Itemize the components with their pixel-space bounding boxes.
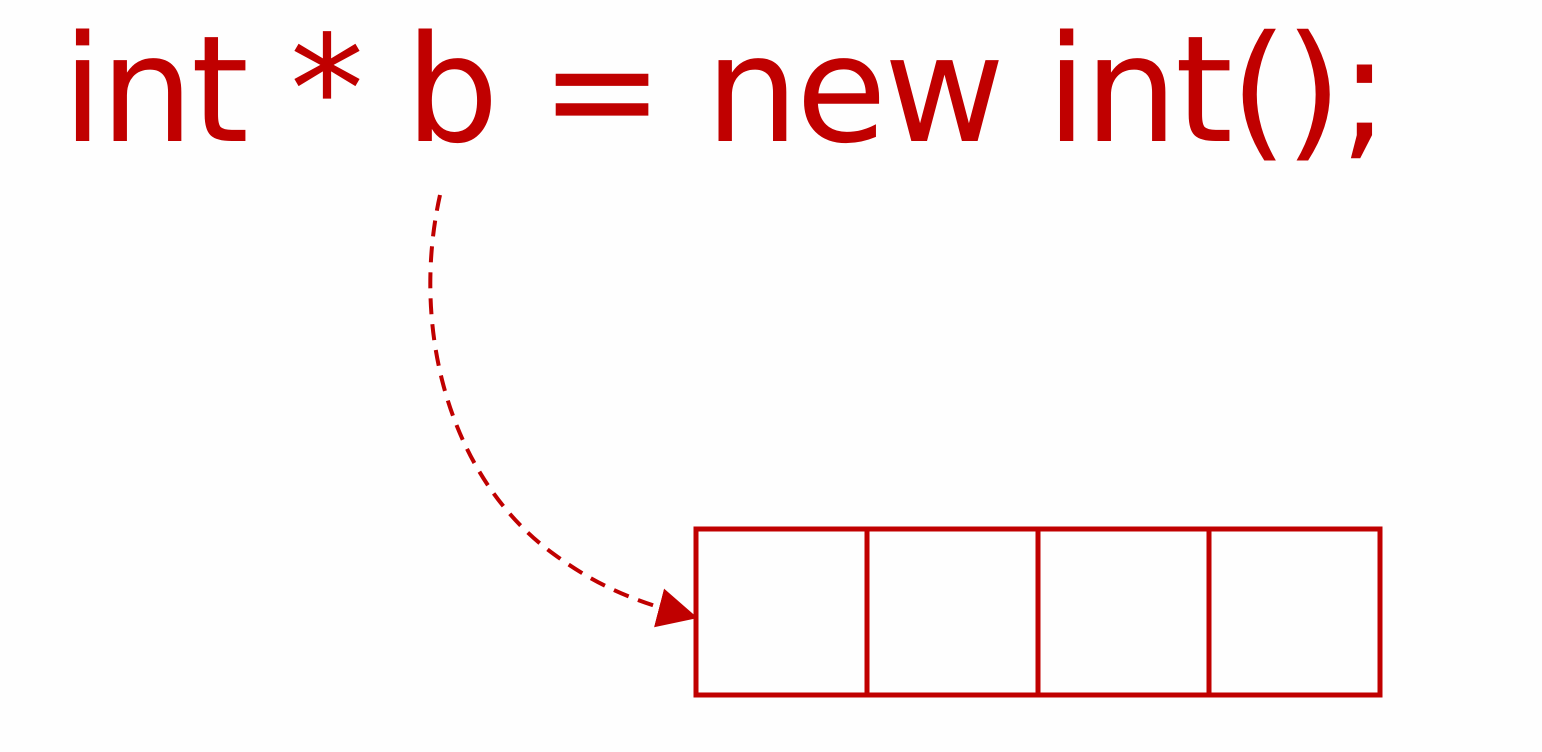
memory-cell [864, 526, 1041, 698]
memory-cell [1206, 526, 1383, 698]
memory-cell [1035, 526, 1212, 698]
memory-cell [693, 526, 870, 698]
memory-block [693, 526, 1383, 698]
code-statement: int * b = new int(); [62, 4, 1389, 176]
pointer-arrow [428, 194, 698, 628]
